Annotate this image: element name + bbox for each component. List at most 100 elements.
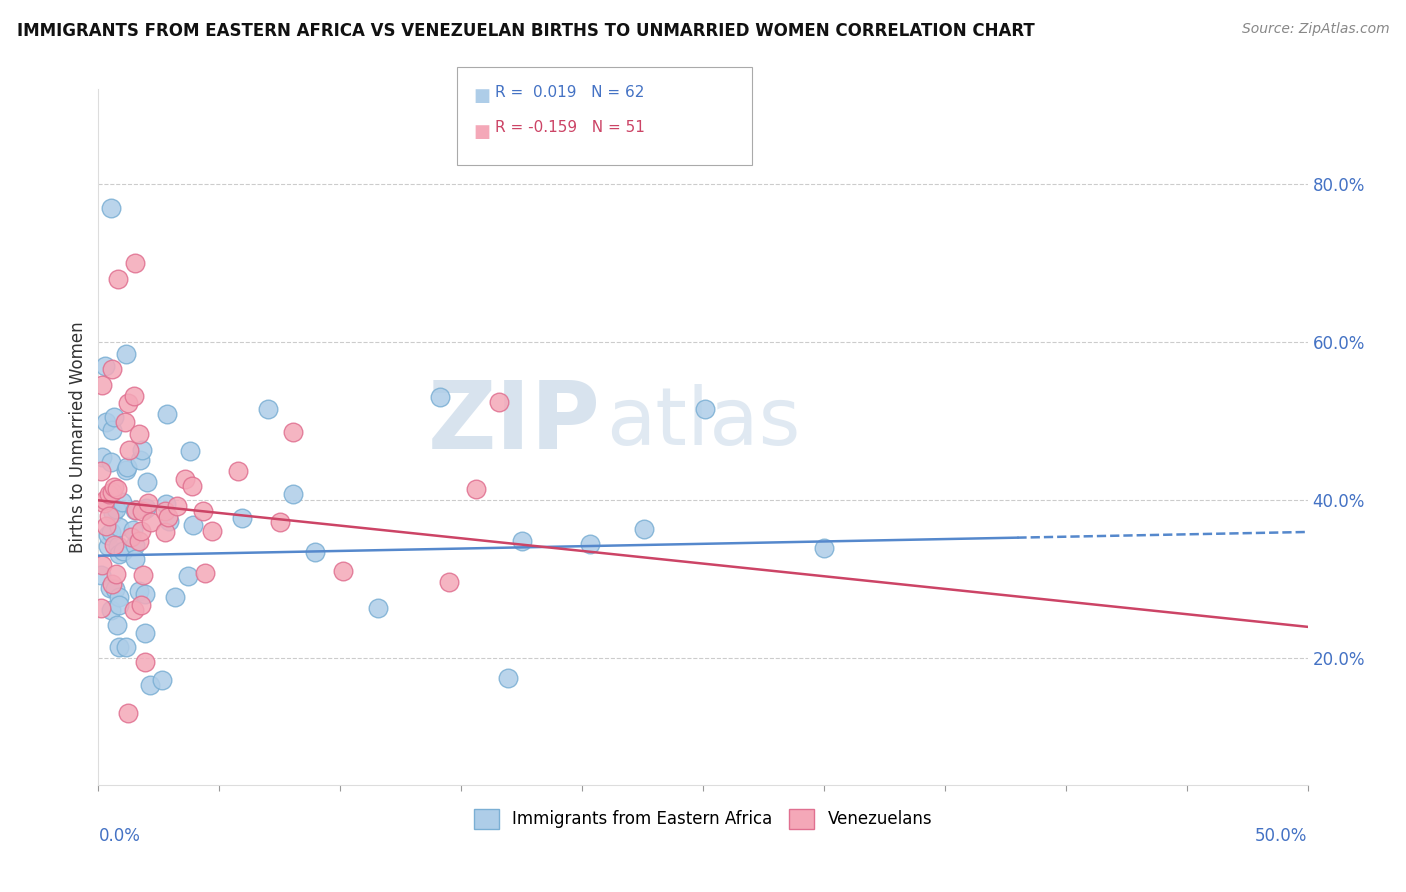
Point bbox=[332, 564, 354, 578]
Point bbox=[100, 524, 122, 539]
Point bbox=[117, 395, 139, 409]
Point bbox=[90, 558, 112, 572]
Point bbox=[105, 617, 128, 632]
Point bbox=[131, 567, 153, 582]
Point bbox=[157, 514, 180, 528]
Point bbox=[115, 346, 138, 360]
Point bbox=[121, 523, 143, 537]
Text: R =  0.019   N = 62: R = 0.019 N = 62 bbox=[495, 85, 644, 100]
Point bbox=[155, 504, 177, 518]
Point bbox=[128, 426, 150, 441]
Point bbox=[101, 423, 124, 437]
Point bbox=[122, 389, 145, 403]
Point bbox=[367, 601, 389, 615]
Point bbox=[124, 502, 146, 516]
Point bbox=[91, 378, 114, 392]
Point bbox=[107, 591, 129, 605]
Point bbox=[155, 525, 177, 540]
Point bbox=[98, 509, 121, 524]
Point bbox=[115, 640, 138, 654]
Point bbox=[117, 459, 139, 474]
Point bbox=[465, 483, 488, 497]
Point bbox=[103, 479, 125, 493]
Point bbox=[101, 506, 124, 520]
Point bbox=[156, 407, 179, 421]
Point bbox=[108, 599, 131, 613]
Point bbox=[90, 450, 112, 464]
Point bbox=[488, 395, 510, 409]
Point bbox=[114, 415, 136, 429]
Point bbox=[193, 504, 215, 518]
Point bbox=[129, 453, 152, 467]
Point bbox=[429, 390, 451, 404]
Point bbox=[269, 515, 291, 529]
Point bbox=[120, 530, 142, 544]
Point bbox=[111, 494, 134, 508]
Point bbox=[813, 541, 835, 555]
Text: 0.0%: 0.0% bbox=[98, 827, 141, 845]
Point bbox=[155, 497, 177, 511]
Point bbox=[117, 706, 139, 721]
Point bbox=[281, 486, 304, 500]
Point bbox=[150, 673, 173, 687]
Point bbox=[131, 504, 153, 518]
Point bbox=[100, 455, 122, 469]
Point bbox=[166, 499, 188, 513]
Point bbox=[93, 493, 115, 508]
Text: ■: ■ bbox=[474, 123, 491, 141]
Point bbox=[94, 359, 117, 373]
Legend: Immigrants from Eastern Africa, Venezuelans: Immigrants from Eastern Africa, Venezuel… bbox=[467, 802, 939, 836]
Point bbox=[97, 487, 120, 501]
Text: ■: ■ bbox=[474, 87, 491, 105]
Point bbox=[105, 501, 128, 516]
Point bbox=[134, 626, 156, 640]
Point bbox=[100, 362, 122, 376]
Point bbox=[128, 533, 150, 548]
Text: Source: ZipAtlas.com: Source: ZipAtlas.com bbox=[1241, 22, 1389, 37]
Point bbox=[108, 640, 131, 654]
Point bbox=[93, 496, 115, 510]
Point bbox=[103, 538, 125, 552]
Point bbox=[194, 566, 217, 580]
Point bbox=[129, 599, 152, 613]
Point bbox=[163, 590, 186, 604]
Point bbox=[107, 539, 129, 553]
Point bbox=[105, 482, 128, 496]
Point bbox=[128, 584, 150, 599]
Y-axis label: Births to Unmarried Women: Births to Unmarried Women bbox=[69, 321, 87, 553]
Point bbox=[107, 547, 129, 561]
Point bbox=[304, 544, 326, 558]
Point bbox=[124, 552, 146, 566]
Point bbox=[256, 401, 278, 416]
Point bbox=[105, 566, 128, 581]
Point bbox=[135, 500, 157, 515]
Text: ZIP: ZIP bbox=[427, 377, 600, 469]
Point bbox=[174, 472, 197, 486]
Point bbox=[108, 520, 131, 534]
Point bbox=[97, 539, 120, 553]
Text: R = -0.159   N = 51: R = -0.159 N = 51 bbox=[495, 120, 645, 136]
Point bbox=[181, 478, 204, 492]
Point bbox=[231, 511, 253, 525]
Point bbox=[437, 574, 460, 589]
Point bbox=[139, 515, 162, 529]
Point bbox=[96, 518, 118, 533]
Point bbox=[100, 201, 122, 215]
Point bbox=[134, 655, 156, 669]
Point bbox=[107, 272, 129, 286]
Point bbox=[118, 443, 141, 458]
Point bbox=[115, 463, 138, 477]
Point bbox=[134, 587, 156, 601]
Point bbox=[181, 518, 204, 533]
Point bbox=[90, 464, 112, 478]
Point bbox=[129, 524, 152, 538]
Point bbox=[693, 401, 716, 416]
Point bbox=[97, 528, 120, 542]
Point bbox=[124, 256, 146, 270]
Point bbox=[125, 503, 148, 517]
Point bbox=[578, 537, 600, 551]
Point bbox=[157, 509, 180, 524]
Text: atlas: atlas bbox=[606, 384, 800, 462]
Point bbox=[136, 496, 159, 510]
Point bbox=[104, 582, 127, 597]
